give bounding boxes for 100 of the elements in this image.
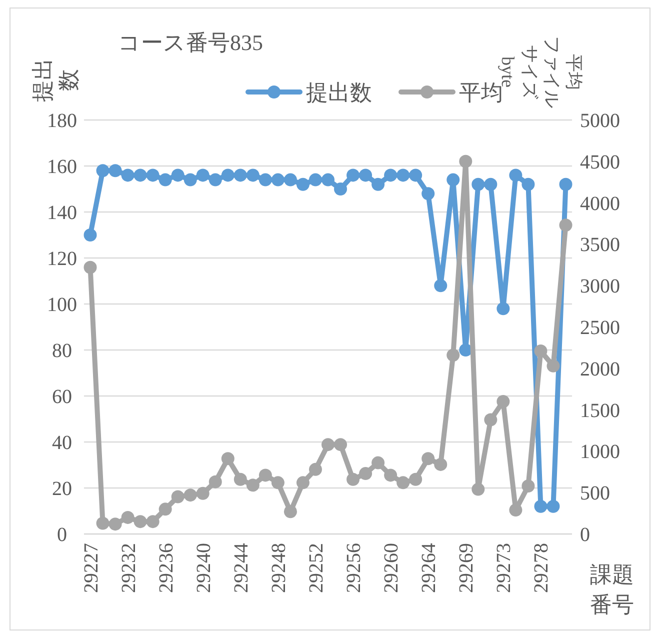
x-tick-label: 29244 <box>230 543 252 593</box>
chart-title: コース番号835 <box>118 30 263 55</box>
point <box>121 168 134 182</box>
y2-tick-label: 5000 <box>580 110 620 132</box>
point <box>372 456 385 470</box>
point <box>221 168 234 182</box>
point <box>546 500 560 513</box>
point <box>434 279 448 292</box>
point <box>171 490 184 504</box>
y-tick-label: 80 <box>52 340 72 362</box>
point <box>409 168 422 182</box>
x-axis-title: 課題番号 <box>590 562 634 617</box>
point <box>384 168 398 182</box>
point <box>271 173 284 186</box>
point <box>484 178 498 191</box>
point <box>296 476 310 490</box>
point <box>446 173 460 186</box>
x-tick-label: 29256 <box>343 543 366 593</box>
point <box>108 518 122 531</box>
point <box>384 468 398 482</box>
y2-tick-label: 4500 <box>580 151 620 174</box>
point <box>422 452 435 466</box>
point <box>359 467 372 480</box>
y2-tick-label: 3000 <box>580 276 620 298</box>
y2-tick-label: 1500 <box>580 400 620 422</box>
y2-tick-label: 2000 <box>580 358 620 380</box>
point <box>84 260 97 274</box>
point <box>134 515 147 528</box>
point <box>246 168 260 182</box>
y-tick-label: 60 <box>52 386 72 408</box>
point <box>522 178 535 191</box>
point <box>534 500 548 513</box>
x-tick-label: 29260 <box>380 543 403 593</box>
y-tick-label: 0 <box>57 524 67 546</box>
point <box>284 173 297 186</box>
point <box>322 173 334 186</box>
point <box>121 510 134 524</box>
point <box>322 438 334 452</box>
y2-tick-label: 2500 <box>580 317 620 339</box>
x-tick-label: 29252 <box>305 543 328 593</box>
y-tick-label: 180 <box>47 110 77 132</box>
point <box>396 168 410 182</box>
point <box>158 173 172 186</box>
point <box>334 182 348 196</box>
point <box>158 502 172 516</box>
point <box>258 173 272 186</box>
x-tick-label: 29227 <box>80 543 102 593</box>
point <box>246 478 260 492</box>
point <box>346 168 360 182</box>
point <box>196 486 210 500</box>
y-tick-label: 20 <box>52 478 72 500</box>
point <box>496 302 510 316</box>
legend-label: 提出数 <box>306 80 372 105</box>
point <box>372 178 385 191</box>
y2-tick-label: 500 <box>580 482 610 505</box>
point <box>409 472 422 486</box>
x-tick-label: 29248 <box>268 543 290 593</box>
x-tick-label: 29278 <box>530 543 553 593</box>
point <box>208 173 222 186</box>
point <box>184 173 197 186</box>
point <box>534 344 548 358</box>
point <box>496 395 510 408</box>
y2-tick-label: 4000 <box>580 192 620 215</box>
point <box>359 168 372 182</box>
point <box>108 164 122 178</box>
point <box>396 476 410 490</box>
point <box>271 476 284 490</box>
point <box>509 168 522 182</box>
point <box>434 458 448 471</box>
point <box>509 503 522 516</box>
y2-tick-label: 0 <box>580 524 590 546</box>
point <box>84 228 97 242</box>
point <box>422 187 435 200</box>
point <box>146 168 160 182</box>
point <box>296 178 310 191</box>
point <box>446 348 460 362</box>
y-tick-label: 160 <box>47 156 77 178</box>
y-tick-label: 40 <box>52 432 72 454</box>
point <box>196 168 210 182</box>
point <box>208 475 222 488</box>
point <box>134 168 147 182</box>
point <box>559 178 572 191</box>
y-tick-label: 140 <box>47 202 77 224</box>
point <box>308 462 322 476</box>
point <box>559 218 572 232</box>
point <box>234 472 247 486</box>
point <box>546 359 560 372</box>
point <box>522 479 535 492</box>
point <box>96 164 110 178</box>
point <box>146 515 160 528</box>
point <box>346 472 360 486</box>
point <box>258 468 272 482</box>
y2-tick-label: 1000 <box>580 441 620 464</box>
point <box>171 168 184 182</box>
point <box>484 413 498 426</box>
point <box>96 516 110 530</box>
x-tick-label: 29264 <box>418 543 440 593</box>
point <box>184 488 197 502</box>
point <box>472 178 485 191</box>
point <box>308 173 322 186</box>
